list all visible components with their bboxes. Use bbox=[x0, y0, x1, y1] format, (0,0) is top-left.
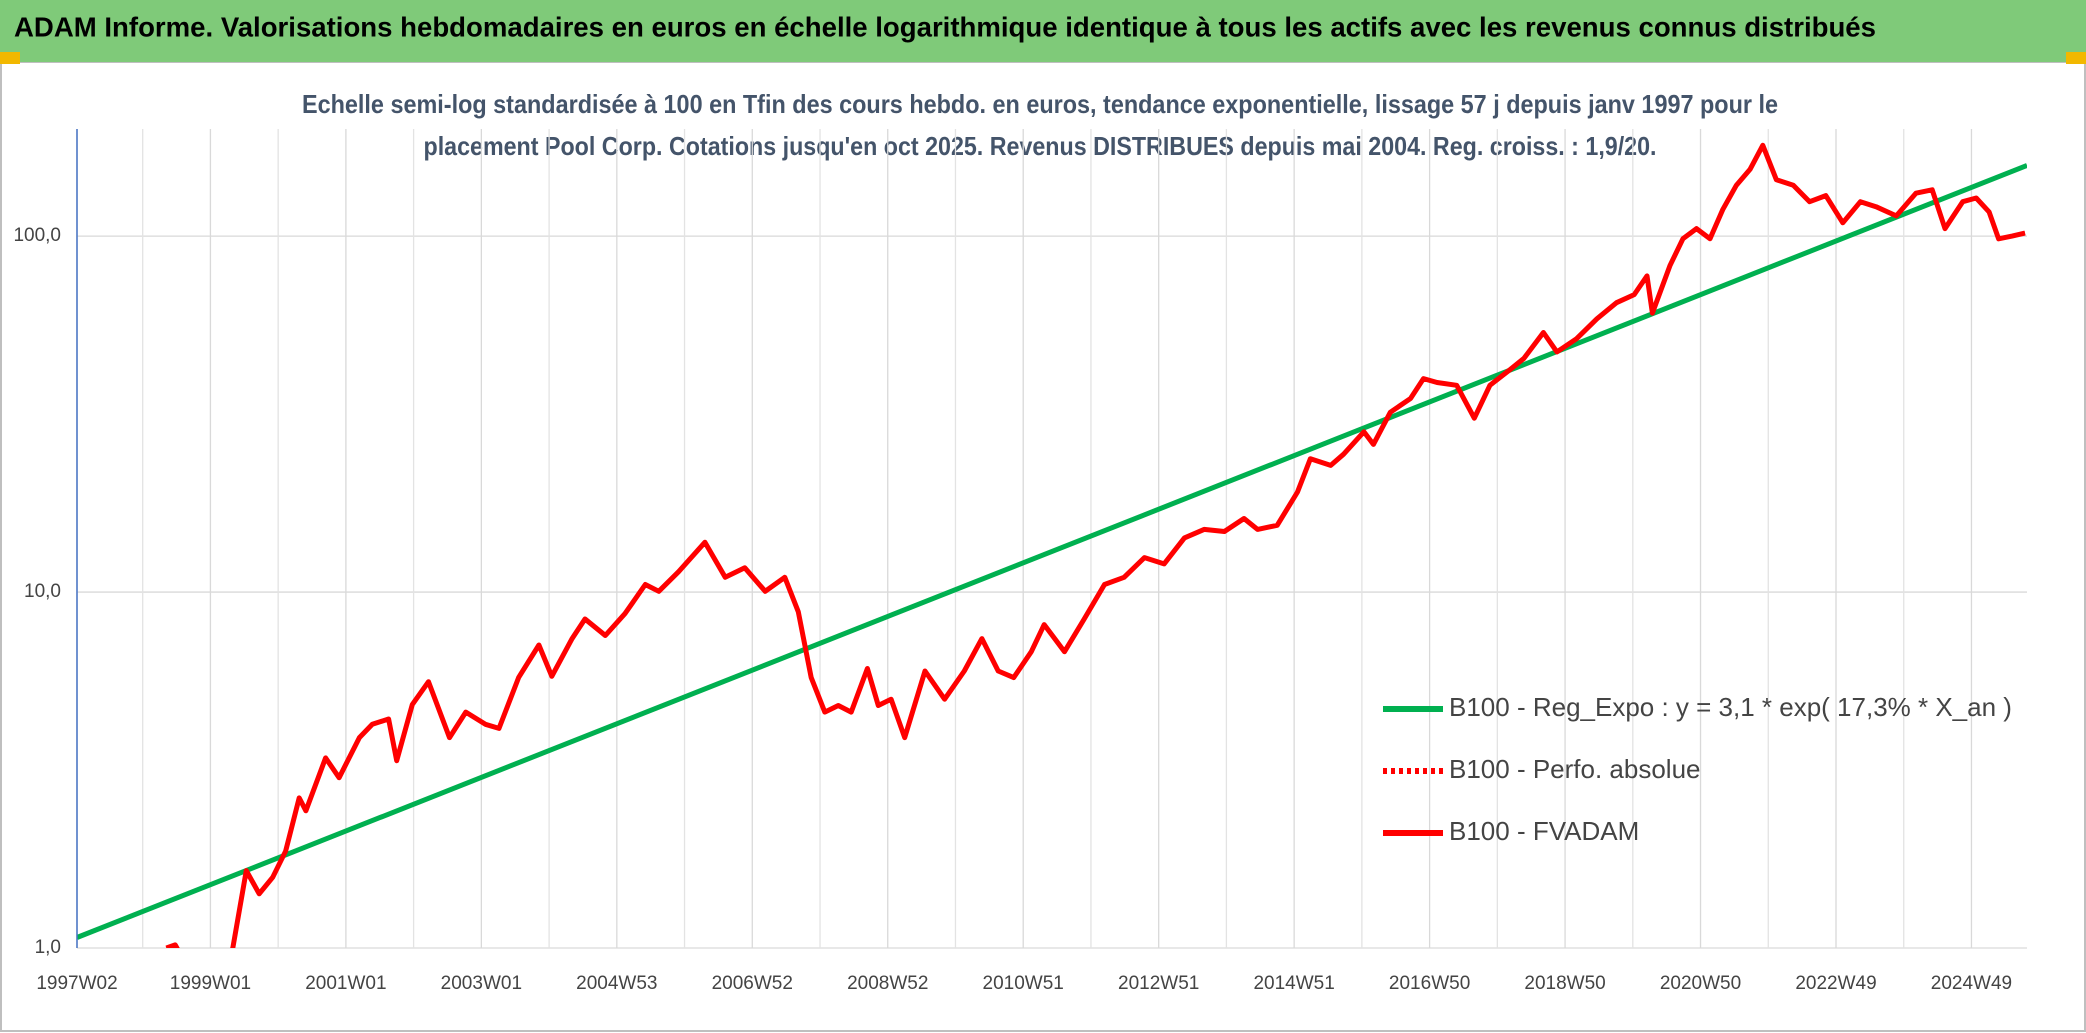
x-tick-label: 2012W51 bbox=[1118, 973, 1199, 994]
chart-subtitle: Echelle semi-log standardisée à 100 en T… bbox=[302, 89, 1778, 119]
x-tick-label: 1999W01 bbox=[170, 973, 251, 994]
x-tick-label: 2024W49 bbox=[1931, 973, 2012, 994]
legend-label: B100 - FVADAM bbox=[1449, 816, 1639, 846]
y-tick-label: 10,0 bbox=[24, 581, 61, 602]
corner-left bbox=[0, 52, 20, 64]
x-tick-label: 2018W50 bbox=[1524, 973, 1605, 994]
legend-label: B100 - Reg_Expo : y = 3,1 * exp( 17,3% *… bbox=[1449, 692, 2012, 722]
series-line bbox=[77, 163, 2027, 940]
legend-label: B100 - Perfo. absolue bbox=[1449, 754, 1701, 784]
x-tick-label: 2001W01 bbox=[305, 973, 386, 994]
x-tick-label: 2008W52 bbox=[847, 973, 928, 994]
x-tick-label: 1997W02 bbox=[36, 973, 117, 994]
x-tick-label: 2020W50 bbox=[1660, 973, 1741, 994]
page-title: ADAM Informe. Valorisations hebdomadaire… bbox=[14, 11, 1876, 42]
header-bar bbox=[0, 0, 2086, 62]
y-tick-label: 1,0 bbox=[35, 937, 61, 958]
x-tick-label: 2016W50 bbox=[1389, 973, 1470, 994]
x-tick-label: 2010W51 bbox=[983, 973, 1064, 994]
x-tick-label: 2003W01 bbox=[441, 973, 522, 994]
x-tick-label: 2006W52 bbox=[712, 973, 793, 994]
x-tick-label: 2022W49 bbox=[1795, 973, 1876, 994]
chart-subtitle: placement Pool Corp. Cotations jusqu'en … bbox=[424, 131, 1657, 161]
x-tick-label: 2014W51 bbox=[1253, 973, 1334, 994]
series-line bbox=[165, 142, 2026, 948]
corner-right bbox=[2066, 52, 2086, 64]
x-tick-label: 2004W53 bbox=[576, 973, 657, 994]
y-tick-label: 100,0 bbox=[13, 225, 61, 246]
labels: 1,0 10,0 100,0 1997W02 1999W01 2001W01 2003W01… bbox=[13, 225, 2012, 994]
plot-area bbox=[77, 142, 2027, 948]
